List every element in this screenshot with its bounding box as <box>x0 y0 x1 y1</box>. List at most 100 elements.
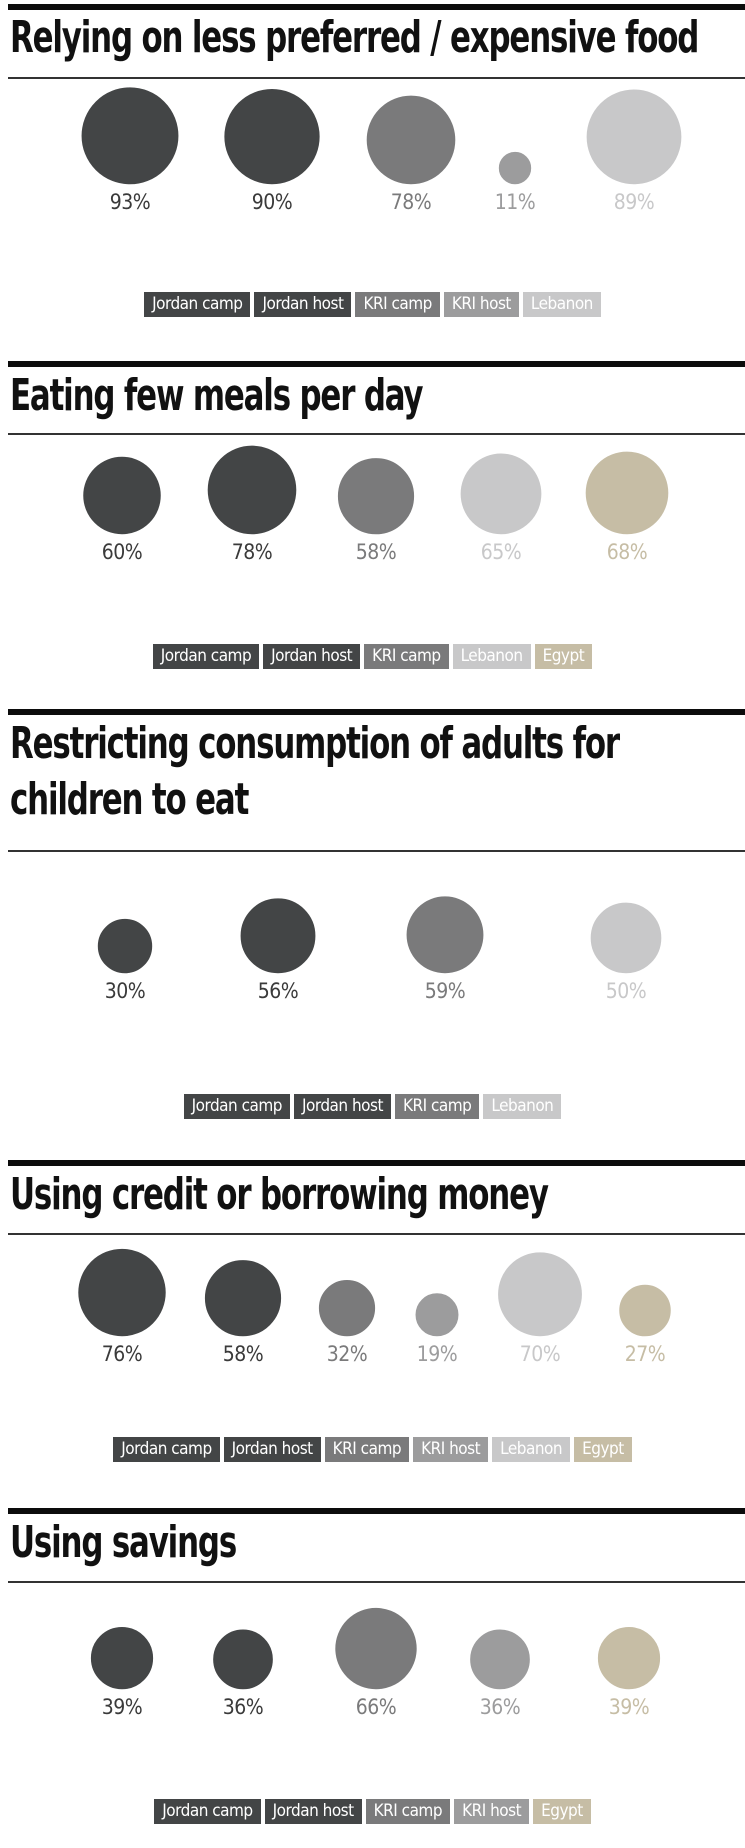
value-label: 78% <box>232 540 273 564</box>
value-label: 70% <box>520 1342 561 1366</box>
value-label: 58% <box>356 540 397 564</box>
value-label: 78% <box>391 190 432 214</box>
bubble-lebanon <box>585 88 683 186</box>
section-top-rule <box>8 4 745 10</box>
bubble-lebanon <box>589 901 663 975</box>
value-label: 93% <box>110 190 151 214</box>
value-label: 56% <box>258 979 299 1003</box>
legend-item-jordan-camp: Jordan camp <box>113 1437 220 1462</box>
value-label: 36% <box>223 1695 264 1719</box>
value-label: 39% <box>102 1695 143 1719</box>
legend-item-jordan-camp: Jordan camp <box>154 1799 261 1824</box>
chart-title: Using savings <box>10 1517 237 1568</box>
legend-item-egypt: Egypt <box>574 1437 632 1462</box>
bubble-jordan-camp <box>76 1247 168 1338</box>
chart-legend: Jordan camp Jordan host KRI camp KRI host Eg… <box>0 1799 745 1824</box>
chart-legend: Jordan camp Jordan host KRI camp KRI host Le… <box>0 1437 745 1462</box>
bubble-kri-host <box>497 150 533 186</box>
legend-item-jordan-camp: Jordan camp <box>183 1094 290 1119</box>
value-label: 39% <box>609 1695 650 1719</box>
bubble-egypt <box>584 450 670 536</box>
value-label: 36% <box>480 1695 521 1719</box>
value-label: 27% <box>625 1342 666 1366</box>
value-label: 89% <box>614 190 655 214</box>
chart-title: Eating few meals per day <box>10 370 424 421</box>
chart-section-1: Relying on less preferred / expensive fo… <box>0 4 745 344</box>
bubble-kri-camp <box>365 94 457 186</box>
bubble-jordan-camp <box>81 455 163 536</box>
value-label: 50% <box>606 979 647 1003</box>
value-label: 11% <box>495 190 536 214</box>
legend-item-lebanon: Lebanon <box>483 1094 562 1119</box>
bubble-jordan-host <box>203 1258 283 1338</box>
legend-item-kri-camp: KRI camp <box>365 1799 451 1824</box>
title-underline <box>8 850 745 852</box>
chart-title: Using credit or borrowing money <box>10 1169 549 1220</box>
bubble-jordan-camp <box>96 917 154 975</box>
legend-item-jordan-host: Jordan host <box>263 644 361 669</box>
section-top-rule <box>8 361 745 367</box>
chart-title: Restricting consumption of adults for ch… <box>10 718 620 825</box>
value-label: 90% <box>252 190 293 214</box>
chart-section-3: Restricting consumption of adults for ch… <box>0 709 745 1049</box>
legend-item-jordan-camp: Jordan camp <box>152 644 260 669</box>
bubble-jordan-camp <box>89 1625 155 1691</box>
bubble-kri-camp <box>333 1606 419 1691</box>
bubble-kri-host <box>414 1291 460 1338</box>
legend-item-jordan-camp: Jordan camp <box>144 292 251 317</box>
value-label: 58% <box>223 1342 264 1366</box>
chart-section-5: Using savings <box>0 1508 745 1848</box>
section-top-rule <box>8 1160 745 1166</box>
title-underline <box>8 77 745 79</box>
chart-legend: Jordan camp Jordan host KRI camp Lebanon <box>0 1094 745 1119</box>
legend-item-kri-camp: KRI camp <box>364 644 449 669</box>
bubble-jordan-camp <box>80 85 180 186</box>
chart-legend: Jordan camp Jordan host KRI camp Lebanon Egy… <box>0 644 745 669</box>
legend-item-jordan-host: Jordan host <box>223 1437 321 1462</box>
legend-item-egypt: Egypt <box>533 1799 591 1824</box>
legend-item-jordan-host: Jordan host <box>293 1094 391 1119</box>
value-label: 66% <box>356 1695 397 1719</box>
value-label: 59% <box>425 979 466 1003</box>
chart-section-2: Eating few meals per day <box>0 361 745 701</box>
bubble-jordan-host <box>206 444 298 536</box>
legend-item-kri-host: KRI host <box>454 1799 530 1824</box>
bubble-egypt <box>617 1283 673 1338</box>
bubble-jordan-host <box>211 1628 275 1691</box>
legend-item-kri-host: KRI host <box>443 292 519 317</box>
legend-item-kri-camp: KRI camp <box>355 292 440 317</box>
bubble-lebanon <box>459 452 543 536</box>
value-label: 30% <box>105 979 146 1003</box>
bubble-lebanon <box>496 1250 584 1338</box>
legend-item-lebanon: Lebanon <box>452 644 531 669</box>
value-label: 76% <box>102 1342 143 1366</box>
section-top-rule <box>8 1508 745 1514</box>
value-label: 65% <box>481 540 522 564</box>
bubble-jordan-host <box>222 87 322 186</box>
chart-legend: Jordan camp Jordan host KRI camp KRI host Le… <box>0 292 745 317</box>
title-underline <box>8 1233 745 1235</box>
legend-item-lebanon: Lebanon <box>492 1437 571 1462</box>
legend-item-kri-camp: KRI camp <box>394 1094 480 1119</box>
title-underline <box>8 433 745 435</box>
chart-section-4: Using credit or borrowing money <box>0 1160 745 1500</box>
bubble-kri-camp <box>405 894 485 975</box>
legend-item-kri-camp: KRI camp <box>324 1437 410 1462</box>
value-label: 68% <box>607 540 648 564</box>
section-top-rule <box>8 709 745 715</box>
bubble-egypt <box>596 1625 662 1691</box>
bubble-kri-host <box>468 1628 532 1691</box>
value-label: 19% <box>417 1342 458 1366</box>
legend-item-egypt: Egypt <box>534 644 593 669</box>
legend-item-lebanon: Lebanon <box>522 292 601 317</box>
chart-title: Relying on less preferred / expensive fo… <box>10 12 699 63</box>
bubble-kri-camp <box>317 1278 377 1338</box>
bubble-kri-camp <box>336 456 416 536</box>
bubble-jordan-host <box>239 896 317 975</box>
title-underline <box>8 1581 745 1583</box>
